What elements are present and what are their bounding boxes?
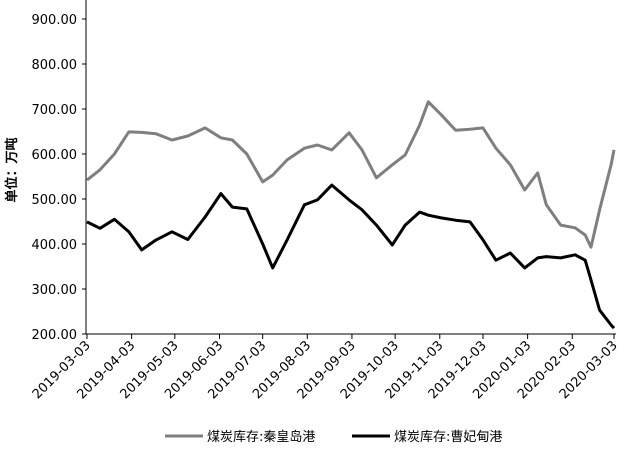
legend-label: 煤炭库存:秦皇岛港 [207,429,315,445]
y-tick-label: 300.00 [32,283,78,298]
y-tick-label: 700.00 [32,103,78,118]
line [86,183,616,330]
y-tick-label: 400.00 [32,238,78,253]
y-tick-label: 600.00 [32,148,78,163]
y-tick-label: 500.00 [32,193,78,208]
y-tick-label: 800.00 [32,58,78,73]
y-tick-label: 200.00 [32,328,78,343]
legend-label: 煤炭库存:曹妃甸港 [394,429,502,445]
y-tick-label: 900.00 [32,13,78,28]
y-axis-label: 单位：万吨 [4,137,20,202]
line [86,100,616,249]
